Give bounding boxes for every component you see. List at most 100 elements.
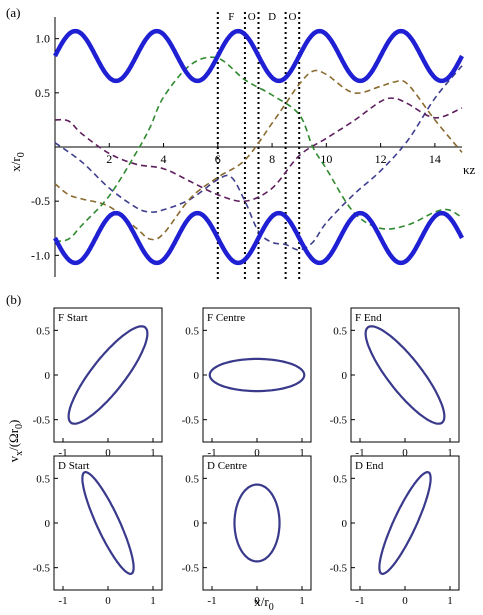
y-tick-label: -0.5 <box>33 415 51 427</box>
x-tick-label: 0 <box>254 595 260 607</box>
y-tick-label: 0 <box>45 518 51 530</box>
panel-a-ylabel-main: x/r <box>8 157 23 172</box>
y-tick-label: -0.5 <box>330 563 348 575</box>
y-tick-label: 0.5 <box>185 325 199 337</box>
phase-panel-frame <box>350 455 460 591</box>
phase-ellipse <box>67 325 149 425</box>
phase-ellipse <box>208 357 306 393</box>
y-tick-label: -1.0 <box>31 248 50 262</box>
panel-a-label: (a) <box>6 5 20 20</box>
phase-ellipse <box>233 483 281 563</box>
x-tick-label: 0 <box>402 447 408 459</box>
envelope-upper-line <box>53 28 464 84</box>
y-tick-label: 0 <box>45 370 51 382</box>
phase-ellipse <box>81 470 135 576</box>
phase-panel-frame <box>202 307 312 443</box>
phase-panel-title: F End <box>355 312 382 324</box>
y-tick-label: 0.5 <box>36 325 50 337</box>
panel-a-xlabel: κz <box>463 162 476 177</box>
phase-panel-title: F Centre <box>207 312 245 324</box>
x-tick-label: 1 <box>447 595 453 607</box>
panel-b-ylabel-sub2: 0 <box>14 424 25 429</box>
phase-panel-frame <box>202 455 312 591</box>
y-tick-label: 0.5 <box>333 325 347 337</box>
y-tick-label: 0 <box>342 370 348 382</box>
y-tick-label: 0.5 <box>185 473 199 485</box>
x-tick-label: -1 <box>58 595 67 607</box>
panel-b-label: (b) <box>6 292 21 307</box>
x-tick-label: 6 <box>215 152 221 166</box>
x-tick-label: 2 <box>106 152 112 166</box>
x-tick-label: 0 <box>105 595 111 607</box>
x-tick-label: -1 <box>58 447 67 459</box>
trajectory-line <box>54 97 463 203</box>
region-label: O <box>288 11 296 23</box>
envelope-lower-line <box>53 210 464 266</box>
x-tick-label: 8 <box>269 152 275 166</box>
y-tick-label: -0.5 <box>182 415 200 427</box>
phase-panel: F Centre -1 0 1 0.5 0 -0.5 <box>182 307 312 459</box>
phase-panel: D End -1 0 1 0.5 0 -0.5 <box>330 455 460 607</box>
x-tick-label: -1 <box>207 447 216 459</box>
x-tick-label: 1 <box>447 447 453 459</box>
x-tick-label: 4 <box>161 152 167 166</box>
panel-b-ylabel-end: ) <box>6 420 21 424</box>
y-tick-label: 0 <box>194 518 200 530</box>
x-tick-label: 0 <box>105 447 111 459</box>
panel-b-xlabel-main: x/r <box>254 594 269 609</box>
phase-panel: D Start -1 0 1 0.5 0 -0.5 <box>33 455 163 607</box>
panel-b-ylabel-sub1: x <box>14 451 25 456</box>
panel-a-x-ticks: 2 4 6 8 10 12 14 <box>106 143 441 166</box>
phase-panel: F End -1 0 1 0.5 0 -0.5 <box>330 307 460 459</box>
y-tick-label: 0 <box>342 518 348 530</box>
x-tick-label: 14 <box>429 152 441 166</box>
region-label: D <box>268 11 276 23</box>
y-tick-label: -0.5 <box>33 563 51 575</box>
phase-panel: D Centre -1 0 1 0.5 0 -0.5 <box>182 455 312 607</box>
x-tick-label: -1 <box>355 447 364 459</box>
trajectory-line <box>54 65 463 251</box>
x-tick-label: 0 <box>254 447 260 459</box>
phase-panel-frame <box>53 455 163 591</box>
panel-b-xlabel-sub: 0 <box>269 602 274 613</box>
y-tick-label: 0.5 <box>333 473 347 485</box>
x-tick-label: 1 <box>150 595 156 607</box>
x-tick-label: 10 <box>320 152 332 166</box>
panel-b-ylabel-mid: /(Ωr <box>6 428 21 451</box>
phase-ellipse <box>378 470 432 576</box>
x-tick-label: 1 <box>299 595 305 607</box>
panel-b-ylabel-v: v <box>6 455 21 462</box>
x-tick-label: -1 <box>355 595 364 607</box>
y-tick-label: 0.5 <box>35 86 50 100</box>
y-tick-label: 0.5 <box>36 473 50 485</box>
phase-panel: F Start -1 0 1 0.5 0 -0.5 <box>33 307 163 459</box>
panel-a-envelope <box>53 28 464 266</box>
panel-a-ylabel: x/r0 <box>8 152 27 171</box>
panel-a-y-ticks: -1.0 -0.5 0.5 1.0 <box>31 32 59 262</box>
x-tick-label: 1 <box>299 447 305 459</box>
phase-panel-title: D Start <box>58 460 89 472</box>
region-label: O <box>248 11 256 23</box>
x-tick-label: -1 <box>207 595 216 607</box>
panel-b-ylabel: vx/(Ωr0) <box>6 420 25 463</box>
phase-ellipse <box>364 325 446 425</box>
y-tick-label: -0.5 <box>182 563 200 575</box>
panel-a-ylabel-sub: 0 <box>16 152 27 157</box>
phase-panel-title: D Centre <box>207 460 247 472</box>
y-tick-label: -0.5 <box>31 194 50 208</box>
x-tick-label: 1 <box>150 447 156 459</box>
y-tick-label: 1.0 <box>35 32 50 46</box>
panel-b-xlabel: x/r0 <box>254 594 273 613</box>
phase-panel-title: F Start <box>58 312 88 324</box>
region-label: F <box>228 11 234 23</box>
y-tick-label: -0.5 <box>330 415 348 427</box>
y-tick-label: 0 <box>194 370 200 382</box>
phase-panels: F Start-1 0 10.50-0.5F Centre-1 0 10.50-0.5F… <box>33 307 460 607</box>
phase-panel-title: D End <box>355 460 384 472</box>
x-tick-label: 0 <box>402 595 408 607</box>
x-tick-label: 12 <box>375 152 387 166</box>
panel-b: (b) vx/(Ωr0) F Start-1 0 10.50-0.5F Centre… <box>6 292 460 613</box>
